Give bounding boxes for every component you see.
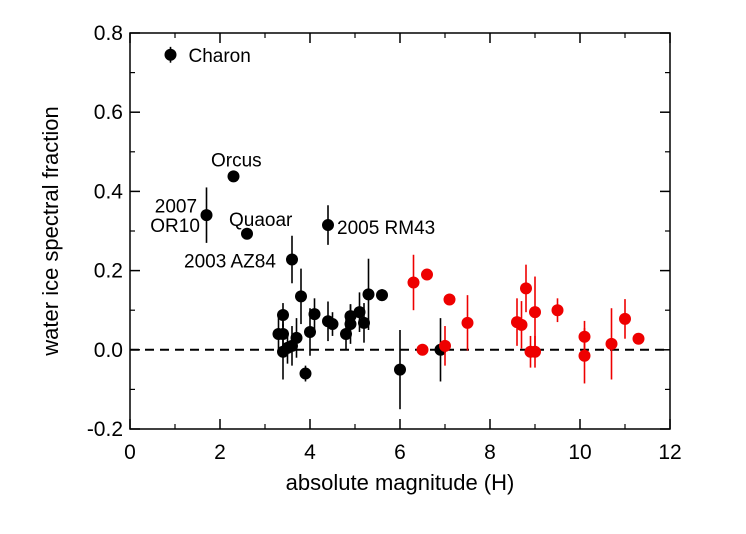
data-point-black: [326, 312, 339, 336]
x-tick-label: 12: [658, 441, 681, 464]
data-point-black: [290, 318, 303, 358]
data-point-black: [376, 289, 388, 302]
data-point-red: [619, 299, 631, 339]
data-point-red: [443, 293, 456, 306]
marker: [200, 209, 213, 222]
data-point-black: [308, 298, 321, 330]
data-point-red: [439, 326, 451, 366]
data-point-black: [295, 268, 307, 325]
marker: [529, 345, 541, 358]
data-points-layer: [164, 46, 645, 410]
x-tick-label: 6: [394, 441, 406, 464]
marker: [421, 268, 433, 281]
marker: [340, 327, 352, 340]
y-tick-label: 0.8: [94, 22, 123, 45]
data-point-red: [407, 254, 420, 311]
data-point-red: [632, 332, 645, 345]
marker: [515, 318, 528, 331]
data-point-red: [421, 268, 433, 281]
marker: [353, 306, 366, 319]
x-axis-label: absolute magnitude (H): [286, 470, 515, 495]
marker: [358, 316, 370, 329]
x-tick-label: 10: [568, 441, 591, 464]
data-point-red: [605, 308, 618, 380]
point-annotation: Charon: [189, 46, 251, 67]
data-point-red: [461, 295, 474, 351]
data-point-red: [515, 301, 528, 349]
marker: [344, 310, 357, 323]
marker: [376, 289, 388, 302]
y-axis-label: water ice spectral fraction: [38, 106, 63, 356]
data-point-black: [394, 330, 406, 410]
data-point-black: [200, 187, 213, 243]
marker: [227, 170, 240, 183]
point-annotation: Orcus: [211, 151, 262, 172]
point-annotation: 2003 AZ84: [184, 252, 276, 273]
marker: [308, 308, 321, 321]
y-tick-label: 0.2: [94, 260, 123, 283]
data-point-black: [227, 170, 240, 183]
y-tick-label: -0.2: [87, 418, 123, 441]
marker: [299, 367, 312, 380]
data-point-black: [299, 365, 312, 382]
y-tick-label: 0.6: [94, 101, 123, 124]
marker: [551, 304, 564, 317]
data-point-black: [241, 227, 253, 240]
marker: [304, 325, 316, 338]
marker: [605, 337, 618, 350]
marker: [632, 332, 645, 345]
data-point-red: [578, 328, 591, 384]
point-annotation: OR10: [150, 216, 200, 237]
data-point-black: [344, 304, 357, 329]
marker: [290, 331, 303, 344]
y-tick-label: 0.4: [94, 180, 124, 203]
x-tick-label: 4: [304, 441, 316, 464]
marker: [520, 282, 532, 295]
data-point-red: [529, 335, 541, 368]
data-point-red: [520, 264, 532, 313]
data-point-black: [164, 46, 177, 63]
data-point-black: [358, 303, 370, 343]
marker: [619, 312, 631, 325]
marker: [443, 293, 456, 306]
point-annotation: Quaoar: [229, 210, 293, 231]
x-tick-label: 8: [484, 441, 496, 464]
data-point-black: [322, 205, 334, 245]
marker: [322, 219, 334, 232]
axis-ticks-layer: 0 2 4 6 8 10 12 -0.2 0.0 0.2 0.4 0.6 0.8: [87, 22, 682, 464]
x-tick-label: 2: [214, 441, 226, 464]
marker: [362, 288, 375, 301]
data-point-red: [416, 343, 429, 356]
point-annotation: 2005 RM43: [337, 218, 435, 239]
data-point-black: [362, 258, 375, 330]
marker: [529, 306, 541, 319]
marker: [439, 339, 451, 352]
marker: [578, 349, 591, 362]
marker: [416, 343, 429, 356]
y-tick-label: 0.0: [94, 339, 123, 362]
data-point-red: [551, 298, 564, 323]
marker: [326, 318, 339, 331]
marker: [407, 276, 420, 289]
marker: [286, 253, 298, 266]
data-point-black: [286, 235, 298, 284]
marker: [394, 363, 406, 376]
marker: [241, 227, 253, 240]
marker: [295, 290, 307, 303]
x-tick-label: 0: [124, 441, 136, 464]
marker: [164, 48, 177, 61]
marker: [461, 316, 474, 329]
point-annotation: 2007: [155, 196, 197, 217]
